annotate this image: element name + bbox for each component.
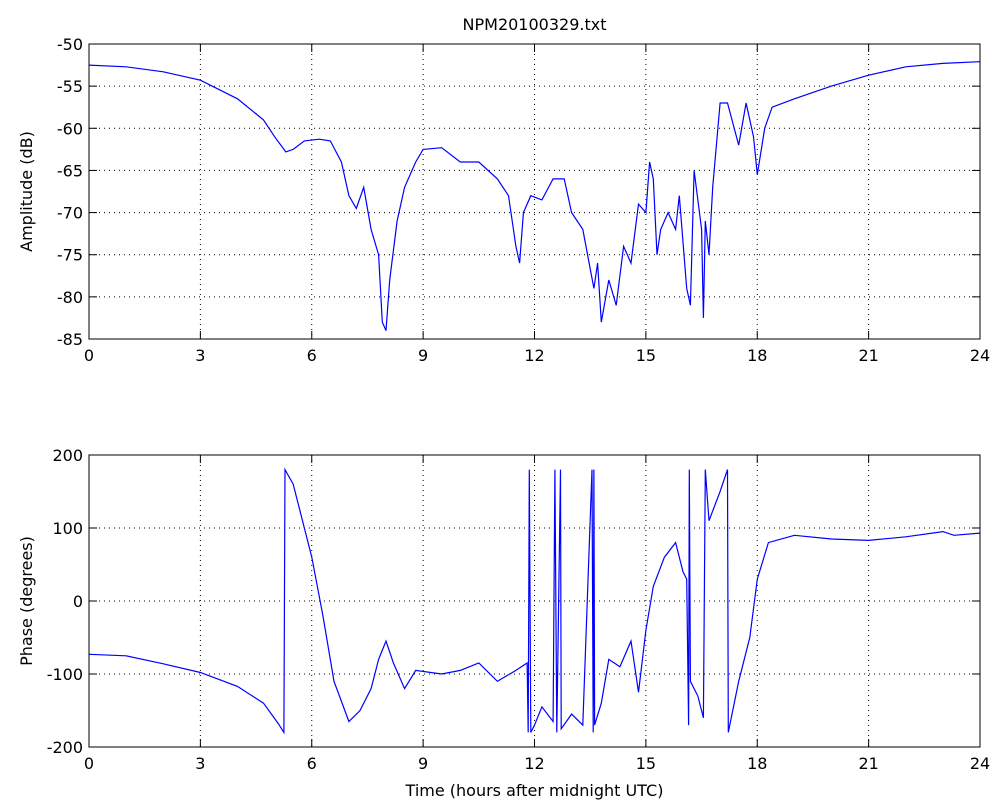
x-tick-label: 0 — [84, 346, 94, 365]
x-tick-label: 9 — [418, 754, 428, 773]
y-tick-label: -75 — [57, 246, 83, 265]
y-tick-label: -50 — [57, 35, 83, 54]
y-tick-label: -55 — [57, 77, 83, 96]
x-tick-label: 24 — [970, 754, 990, 773]
x-tick-label: 9 — [418, 346, 428, 365]
y-tick-label: -85 — [57, 330, 83, 349]
x-tick-label: 6 — [307, 346, 317, 365]
x-tick-label: 12 — [524, 754, 544, 773]
x-tick-label: 12 — [524, 346, 544, 365]
x-tick-label: 21 — [858, 346, 878, 365]
x-tick-label: 18 — [747, 346, 767, 365]
y-tick-label: 0 — [73, 592, 83, 611]
y-tick-label: -70 — [57, 204, 83, 223]
chart-title: NPM20100329.txt — [463, 15, 607, 34]
axes-box — [88, 454, 981, 748]
x-tick-label: 6 — [307, 754, 317, 773]
y-tick-label: 100 — [52, 519, 83, 538]
x-tick-label: 15 — [636, 346, 656, 365]
x-tick-label: 15 — [636, 754, 656, 773]
x-axis-label: Time (hours after midnight UTC) — [405, 781, 664, 800]
y-axis-label: Phase (degrees) — [17, 536, 36, 666]
axes-box — [88, 43, 981, 340]
x-tick-label: 3 — [195, 346, 205, 365]
line-series — [88, 467, 981, 735]
y-tick-label: -65 — [57, 161, 83, 180]
line-series — [88, 61, 981, 331]
x-tick-label: 18 — [747, 754, 767, 773]
y-tick-label: -80 — [57, 288, 83, 307]
y-tick-label: -60 — [57, 119, 83, 138]
x-tick-label: 21 — [858, 754, 878, 773]
x-tick-label: 3 — [195, 754, 205, 773]
y-tick-label: 200 — [52, 446, 83, 465]
x-tick-label: 0 — [84, 754, 94, 773]
y-axis-label: Amplitude (dB) — [17, 131, 36, 252]
y-tick-label: -200 — [47, 738, 83, 757]
x-tick-label: 24 — [970, 346, 990, 365]
y-tick-label: -100 — [47, 665, 83, 684]
